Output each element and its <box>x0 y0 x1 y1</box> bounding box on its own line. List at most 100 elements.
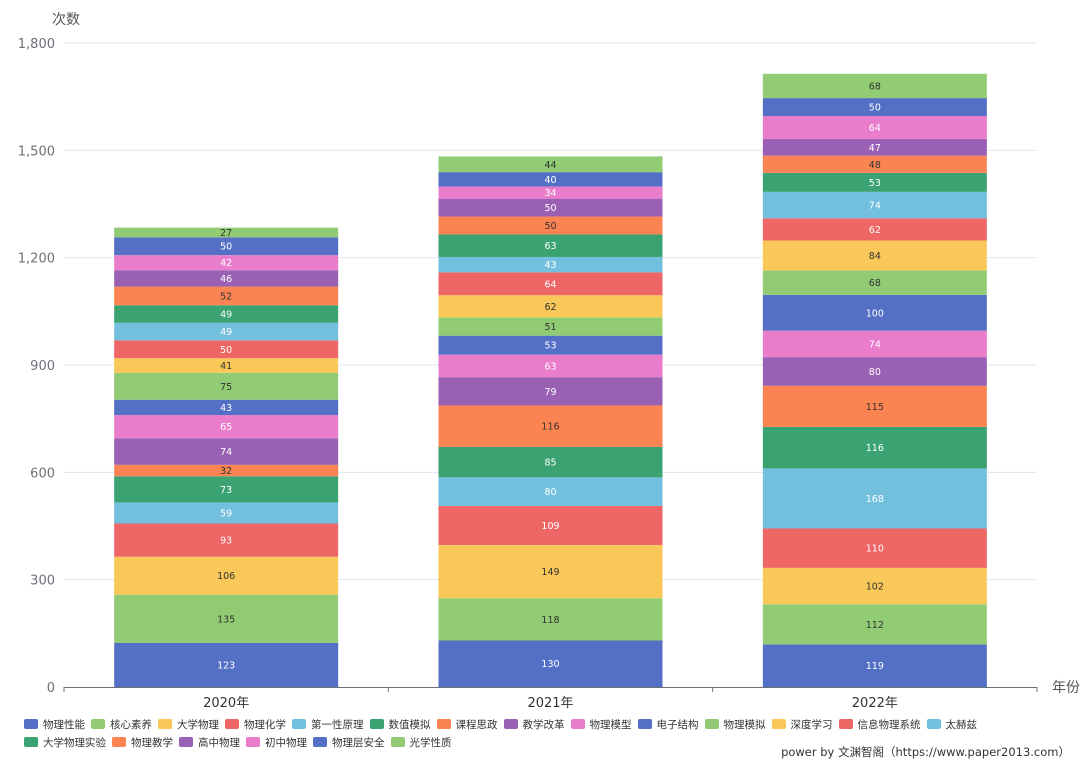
data-label: 62 <box>869 225 881 236</box>
data-label: 68 <box>869 278 881 289</box>
bar-segment[interactable] <box>438 405 663 447</box>
legend-item[interactable]: 大学物理 <box>158 716 219 734</box>
bar-segment[interactable] <box>438 477 663 506</box>
bar-segment[interactable] <box>762 294 987 331</box>
legend-label: 物理教学 <box>131 737 173 749</box>
legend-item[interactable]: 高中物理 <box>179 734 240 752</box>
bar-segment[interactable] <box>762 270 987 295</box>
legend-item[interactable]: 物理教学 <box>112 734 173 752</box>
bar-segment[interactable] <box>438 216 663 235</box>
legend-item[interactable]: 课程思政 <box>436 716 498 734</box>
bar-segment[interactable] <box>114 556 339 595</box>
legend-swatch <box>292 719 306 729</box>
bar-segment[interactable] <box>114 358 339 373</box>
bar-segment[interactable] <box>438 505 663 545</box>
legend-label: 物理模拟 <box>723 719 766 731</box>
data-label: 116 <box>541 422 559 433</box>
bar-segment[interactable] <box>438 156 663 173</box>
bar-segment[interactable] <box>762 155 987 173</box>
y-tick-label: 600 <box>30 466 55 481</box>
data-label: 73 <box>220 485 232 496</box>
legend-label: 大学物理 <box>177 719 219 731</box>
bar-segment[interactable] <box>762 240 987 271</box>
bar-segment[interactable] <box>762 218 987 241</box>
bar-segment[interactable] <box>438 317 663 336</box>
legend-item[interactable]: 大学物理实验 <box>24 734 106 752</box>
bar-segment[interactable] <box>438 640 663 687</box>
bar-segment[interactable] <box>114 594 339 643</box>
legend-item[interactable]: 物理模型 <box>570 716 632 734</box>
legend-item[interactable]: 物理性能 <box>24 716 85 734</box>
bar-segment[interactable] <box>114 227 339 238</box>
bar-segment[interactable] <box>762 385 987 427</box>
bar-segment[interactable] <box>438 198 663 217</box>
bar-segment[interactable] <box>438 598 663 641</box>
bar-segment[interactable] <box>762 426 987 469</box>
bar-segment[interactable] <box>114 270 339 287</box>
bar-segment[interactable] <box>114 255 339 271</box>
legend-item[interactable]: 深度学习 <box>771 716 833 734</box>
bar-segment[interactable] <box>438 272 663 296</box>
bar-segment[interactable] <box>762 115 987 139</box>
legend-item[interactable]: 数值模拟 <box>369 716 431 734</box>
data-label: 102 <box>866 582 884 593</box>
bar-segment[interactable] <box>762 604 987 645</box>
bar-segment[interactable] <box>114 237 339 256</box>
bar-segment[interactable] <box>114 476 339 503</box>
legend-item[interactable]: 信息物理系统 <box>838 716 921 734</box>
legend-item[interactable]: 物理化学 <box>225 716 286 734</box>
bar-segment[interactable] <box>762 73 987 99</box>
legend-item[interactable]: 核心素养 <box>91 716 152 734</box>
bar-segment[interactable] <box>762 330 987 358</box>
bar-segment[interactable] <box>762 138 987 156</box>
data-label: 112 <box>866 620 884 631</box>
bar-segment[interactable] <box>762 172 987 192</box>
legend-label: 物理性能 <box>43 719 85 731</box>
bar-segment[interactable] <box>114 322 339 341</box>
bar-segment[interactable] <box>438 234 663 257</box>
legend-swatch <box>570 719 585 729</box>
bar-segment[interactable] <box>762 528 987 568</box>
bar-segment[interactable] <box>438 377 663 406</box>
data-label: 100 <box>866 308 884 319</box>
bar-segment[interactable] <box>114 286 339 306</box>
bar-segment[interactable] <box>114 464 339 477</box>
bar-segment[interactable] <box>438 295 663 318</box>
legend-item[interactable]: 初中物理 <box>246 734 307 752</box>
bar-segment[interactable] <box>438 186 663 199</box>
bar-segment[interactable] <box>438 354 663 378</box>
bar-segment[interactable] <box>114 438 339 465</box>
legend-item[interactable]: 电子结构 <box>637 716 699 734</box>
bar-segment[interactable] <box>762 567 987 605</box>
legend-item[interactable]: 太赫兹 <box>926 716 977 734</box>
bar-segment[interactable] <box>114 502 339 524</box>
bar-segment[interactable] <box>762 357 987 386</box>
data-label: 50 <box>544 221 556 232</box>
data-label: 44 <box>544 160 556 171</box>
bar-segment[interactable] <box>438 335 663 355</box>
bar-segment[interactable] <box>762 468 987 529</box>
legend-swatch <box>225 719 239 729</box>
bar-segment[interactable] <box>438 446 663 478</box>
bar-segment[interactable] <box>114 305 339 323</box>
bar-segment[interactable] <box>114 642 339 687</box>
bar-segment[interactable] <box>762 644 987 687</box>
bar-segment[interactable] <box>762 191 987 219</box>
data-label: 79 <box>544 387 556 398</box>
bar-segment[interactable] <box>114 399 339 416</box>
bar-segment[interactable] <box>114 340 339 359</box>
legend-item[interactable]: 第一性原理 <box>292 716 364 734</box>
legend-item[interactable]: 物理层安全 <box>313 734 385 752</box>
bar-segment[interactable] <box>438 544 663 599</box>
bar-segment[interactable] <box>438 256 663 273</box>
bar-segment[interactable] <box>114 415 339 439</box>
legend-item[interactable]: 光学性质 <box>390 734 452 752</box>
bar-segment[interactable] <box>762 98 987 116</box>
legend-item[interactable]: 教学改革 <box>503 716 565 734</box>
bar-segment[interactable] <box>438 172 663 187</box>
legend-item[interactable]: 物理模拟 <box>704 716 766 734</box>
bar-segment[interactable] <box>114 523 339 557</box>
x-tick-label: 2022年 <box>852 696 898 711</box>
bar-segment[interactable] <box>114 372 339 400</box>
data-label: 130 <box>541 659 559 670</box>
